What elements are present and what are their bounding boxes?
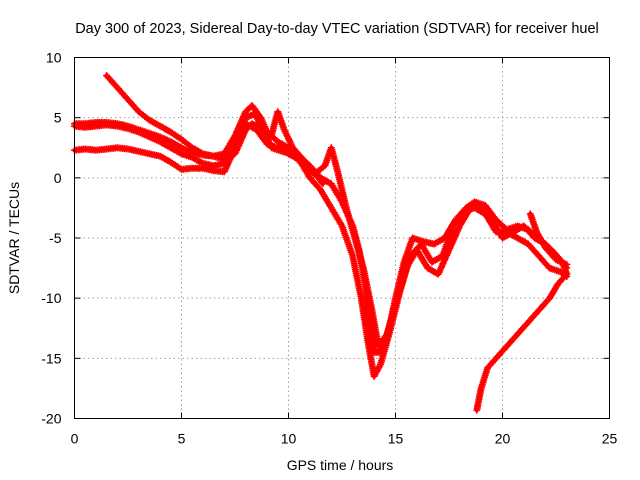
y-axis-label: SDTVAR / TECUs (6, 182, 22, 294)
tick-labels: 0 5 10 15 20 25 -20 -15 -10 -5 0 5 10 (41, 50, 617, 447)
x-tick-label: 25 (602, 431, 618, 447)
y-tick-label: -10 (41, 290, 61, 306)
y-tick-label: -15 (41, 350, 61, 366)
data-point (197, 149, 205, 157)
y-tick-label: 10 (46, 50, 62, 66)
data-point (319, 180, 327, 188)
data-point (176, 149, 184, 157)
series-line (72, 121, 569, 379)
series-track-6 (526, 210, 571, 268)
x-tick-label: 10 (281, 431, 297, 447)
y-tick-label: -20 (41, 411, 61, 427)
axis-ticks (74, 57, 610, 419)
y-tick-label: 0 (54, 170, 62, 186)
x-axis-label: GPS time / hours (287, 457, 394, 473)
chart-title: Day 300 of 2023, Sidereal Day-to-day VTE… (75, 21, 599, 37)
grid-lines (74, 57, 610, 419)
data-point (563, 270, 571, 278)
series-track-4 (103, 72, 327, 188)
series-track-5 (473, 270, 571, 414)
y-tick-label: 5 (54, 110, 62, 126)
data-point (318, 178, 326, 186)
x-tick-label: 0 (71, 431, 79, 447)
data-point (562, 272, 569, 279)
x-tick-label: 15 (388, 431, 404, 447)
series-track-3 (71, 120, 571, 380)
y-tick-label: -5 (49, 230, 62, 246)
data-series-group (71, 72, 571, 414)
x-tick-label: 5 (178, 431, 186, 447)
x-tick-label: 20 (495, 431, 511, 447)
data-point (563, 261, 571, 268)
